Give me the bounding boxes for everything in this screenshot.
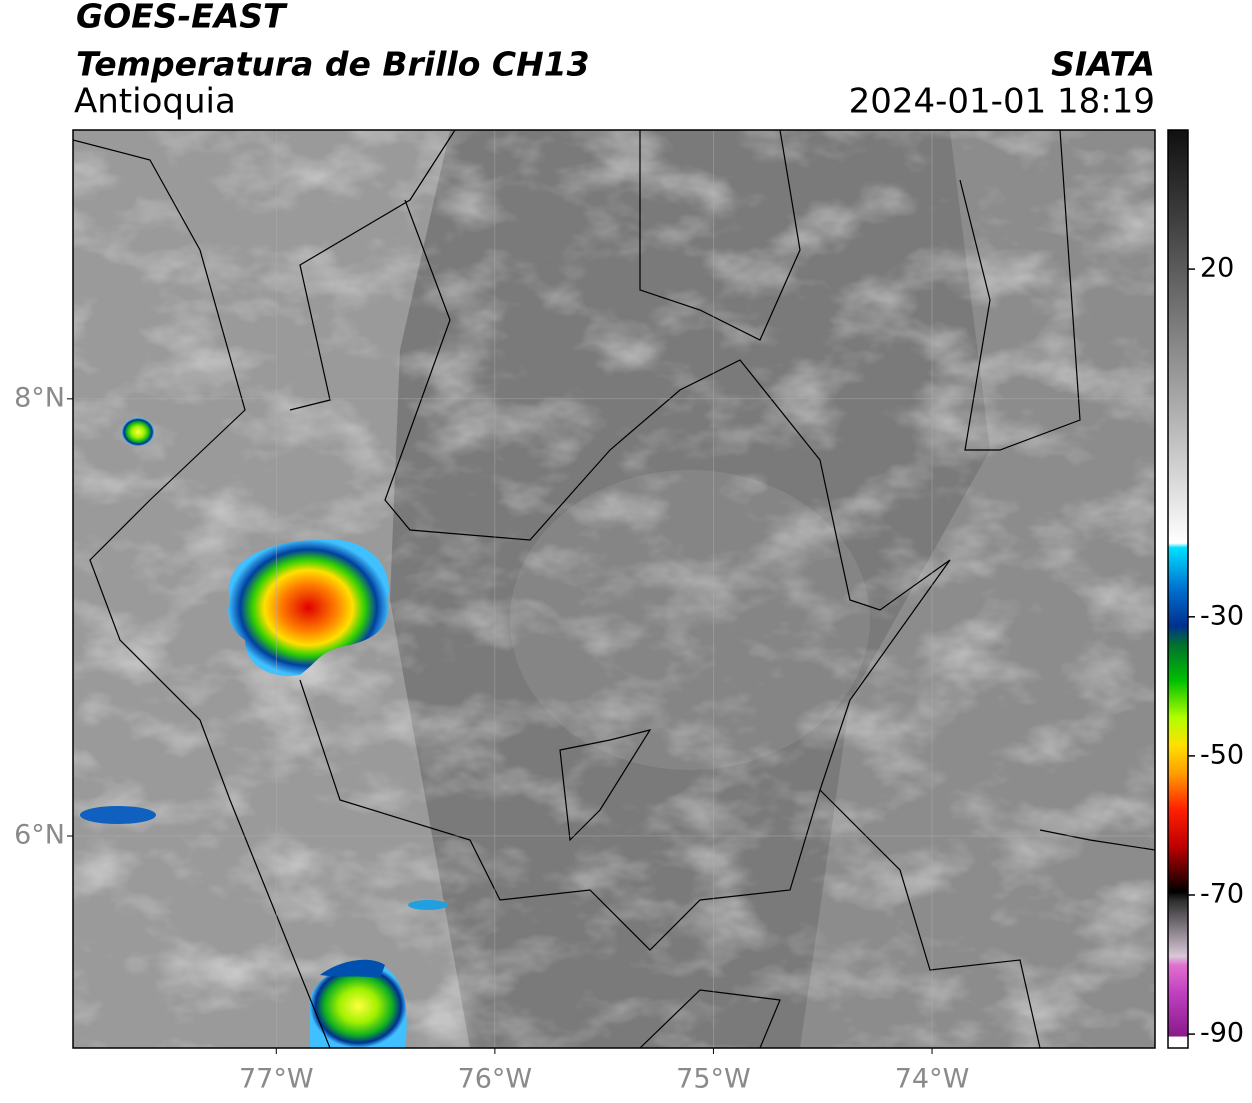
colorbar-tick-label: -90 <box>1200 1018 1244 1049</box>
storm-cell <box>80 806 156 824</box>
storm-cell <box>228 539 389 676</box>
colorbar-tick-label: 20 <box>1200 253 1234 284</box>
colorbar-tick-label: -30 <box>1200 600 1244 631</box>
colorbar <box>1167 129 1189 1049</box>
region: Antioquia <box>74 82 236 122</box>
map <box>73 130 1155 1048</box>
x-tick-label: 74°W <box>895 1064 970 1095</box>
border <box>299 559 951 951</box>
borders <box>73 130 1155 1048</box>
border <box>559 729 652 842</box>
datetime: 2024-01-01 18:19 <box>849 82 1155 122</box>
x-tick-label: 75°W <box>676 1064 751 1095</box>
subtitle: Temperatura de Brillo CH13 <box>76 45 590 84</box>
x-tick-label: 77°W <box>239 1064 314 1095</box>
title: GOES-EAST <box>76 0 288 36</box>
border <box>384 199 951 611</box>
border <box>819 789 1041 1048</box>
colorbar-tick-label: -70 <box>1200 879 1244 910</box>
coastline <box>289 130 456 411</box>
storm-cell <box>310 964 407 1048</box>
storm-cell <box>408 900 448 910</box>
border <box>959 130 1081 451</box>
storm-cell <box>320 959 385 978</box>
border <box>639 130 801 341</box>
map-frame <box>72 129 1156 1049</box>
coastline <box>73 139 331 1048</box>
border <box>639 989 781 1048</box>
border <box>1039 829 1155 851</box>
source: SIATA <box>1051 45 1155 84</box>
y-tick-label: 8°N <box>14 382 65 413</box>
x-tick-label: 76°W <box>458 1064 533 1095</box>
y-tick-label: 6°N <box>14 819 65 850</box>
storm-cell <box>122 418 154 446</box>
colorbar-tick-label: -50 <box>1200 739 1244 770</box>
